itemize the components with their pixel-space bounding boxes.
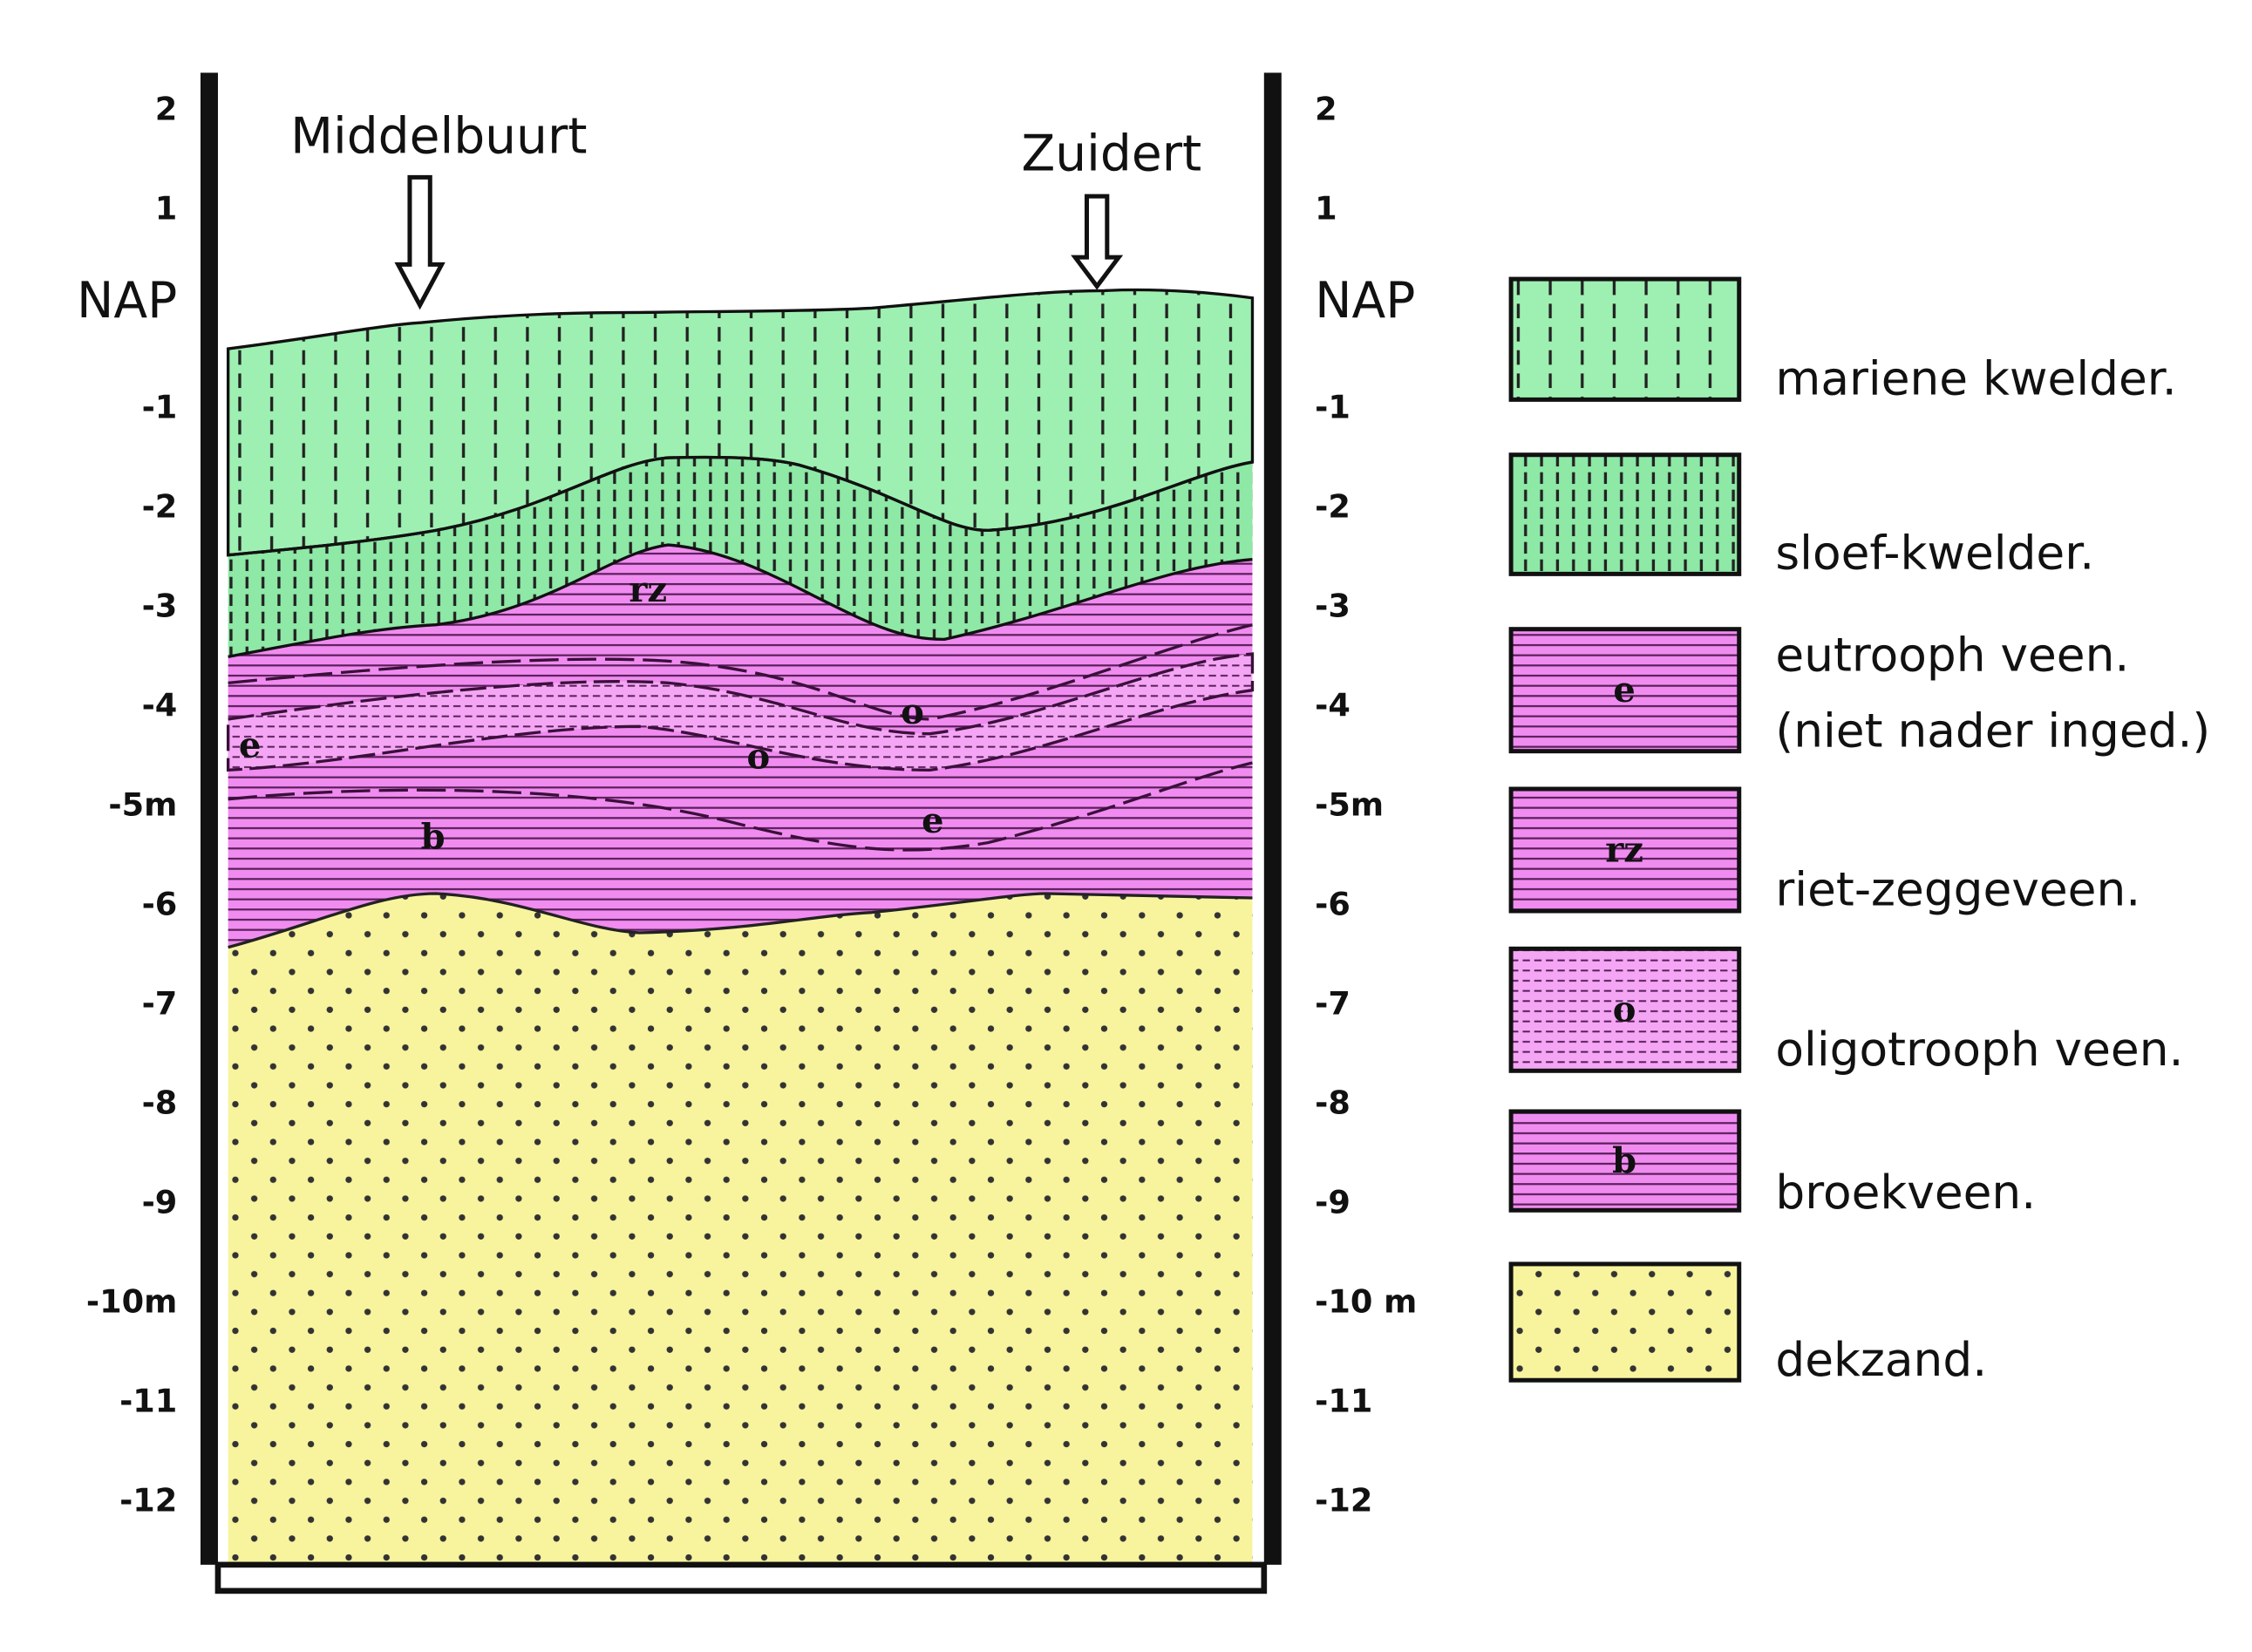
depth-label: -3 [142,587,178,624]
peat-line [228,761,1253,852]
layer-code: rz [629,569,667,610]
legend-label: mariene kwelder. [1775,351,2176,405]
legend-code: o [1613,989,1636,1030]
depth-label: -8 [142,1084,178,1122]
depth-label: -7 [1315,985,1351,1023]
legend-code: rz [1605,829,1643,870]
location-label: Middelbuurt [290,108,587,166]
depth-label: -7 [142,985,178,1023]
sloef-layer [228,457,1253,657]
layer-code: o [901,691,924,732]
arrow [394,174,446,310]
depth-label: -9 [142,1184,178,1221]
boundary [228,892,1253,949]
depth-label: -12 [119,1482,177,1519]
peat-layer [228,545,1253,948]
legend-swatch [1508,452,1742,576]
arrow [1071,194,1124,290]
code-box [1588,986,1661,1033]
code-box [1588,1137,1661,1185]
depth-label: -5m [108,786,177,824]
sand-layer [228,893,1253,1562]
section: Middelbuurt Zuidert rz e o o e b [200,72,1282,1594]
depth-label: -1 [1315,388,1351,425]
legend-label: broekveen. [1775,1166,2036,1220]
boundary [228,543,1253,658]
legend-label: oligotrooph veen. [1775,1023,2183,1077]
depth-label: -2 [142,487,178,525]
depth-label: -10 m [1315,1283,1417,1321]
depth-label: -1 [142,388,178,425]
depth-label: -9 [1315,1184,1351,1221]
peat-line [228,623,1253,721]
depth-label: NAP [77,272,177,330]
depth-label: -4 [142,686,178,724]
depth-label: 1 [1315,189,1337,227]
depth-label: -11 [119,1383,177,1420]
legend-swatch [1508,276,1742,402]
legend-code: b [1612,1140,1636,1181]
depth-label: 1 [155,189,178,227]
legend-note: (niet nader inged.) [1775,704,2210,758]
bottom-ruler [214,1561,1268,1594]
depth-label: -6 [1315,886,1351,923]
location-label: Zuidert [1021,126,1201,183]
legend-code: e [1613,670,1635,710]
depth-label: -11 [1315,1383,1372,1420]
depth-label: NAP [1315,272,1415,330]
depth-label: -6 [142,886,178,923]
depth-label: -8 [1315,1084,1351,1122]
depth-label: -12 [1315,1482,1372,1519]
depth-label: -10m [86,1283,177,1321]
legend-label: riet-zeggeveen. [1775,863,2140,917]
depth-label: 2 [1315,90,1337,127]
layer-code: o [747,737,771,778]
code-box [1588,667,1661,714]
depth-label: -2 [1315,487,1351,525]
depth-label: -3 [1315,587,1351,624]
code-box [1588,826,1661,874]
legend-swatch [1508,1261,1742,1383]
boundary [228,455,1253,557]
layer-code: e [922,800,943,841]
right-ruler [1263,72,1282,1565]
oligotrophic-lens [226,652,1255,772]
legend: mariene kwelder. sloef-kwelder. e eutrooph … [1508,276,2210,1387]
depth-label: -4 [1315,686,1351,724]
depth-label: 2 [155,90,178,127]
left-ruler [200,72,218,1565]
layer-code: e [239,724,261,765]
layer-code: b [421,816,446,857]
legend-label: eutrooph veen. [1775,629,2129,683]
legend-label: dekzand. [1775,1333,1987,1387]
legend-label: sloef-kwelder. [1775,527,2094,581]
depth-label: -5m [1315,786,1384,824]
